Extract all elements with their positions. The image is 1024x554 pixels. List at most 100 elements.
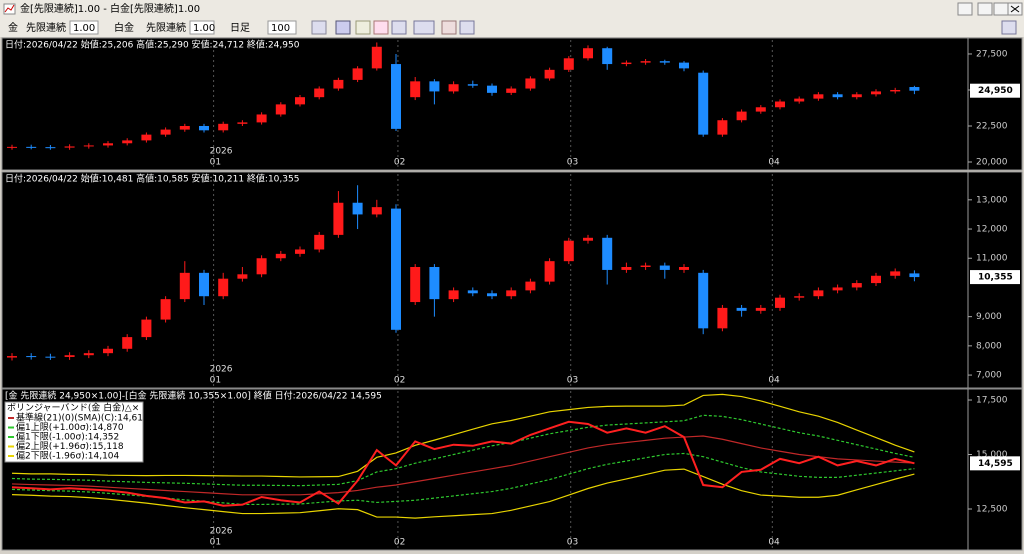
candle-body	[256, 114, 267, 123]
legend-title: ボリンジャーバンド(金 白金)△×	[7, 402, 139, 414]
line-tool[interactable]	[391, 20, 407, 35]
delete-tool[interactable]	[441, 20, 457, 35]
candle-body	[506, 88, 517, 93]
month-label: 01	[210, 376, 221, 386]
candle-body	[160, 129, 171, 135]
candle-body	[218, 278, 229, 297]
indicator-tool[interactable]	[413, 20, 435, 35]
title-bar	[0, 0, 1024, 18]
candle-body	[429, 81, 440, 92]
hand-tool[interactable]	[355, 20, 371, 35]
candle-body	[621, 62, 632, 65]
candle-body	[717, 307, 728, 329]
candle-body	[64, 146, 75, 148]
candle-body	[851, 283, 862, 288]
candle-body	[122, 337, 133, 349]
count-input[interactable]	[267, 20, 297, 35]
month-label: 03	[567, 376, 578, 386]
minimize-button[interactable]	[977, 2, 993, 16]
candle-body	[314, 88, 325, 98]
candle-body	[467, 84, 478, 86]
candle-body	[583, 237, 593, 241]
candle-body	[275, 253, 286, 259]
candle-body	[448, 290, 459, 300]
candle-body	[237, 274, 248, 279]
candle-body	[602, 48, 613, 65]
toolbar	[0, 18, 1024, 37]
y-tick-label: 12,000	[976, 225, 1008, 235]
mult-2-input[interactable]	[189, 20, 215, 35]
y-tick-label: 8,000	[976, 341, 1002, 351]
restore-button[interactable]	[957, 2, 973, 16]
month-label: 02	[394, 538, 405, 548]
candle-body	[525, 78, 536, 89]
candle-body	[7, 146, 17, 148]
candle-body	[640, 265, 651, 268]
contract-1[interactable]: 先限連続	[26, 21, 66, 34]
symbol-2[interactable]: 白金	[114, 21, 134, 34]
last-price-box	[970, 83, 1020, 98]
cursor-tool[interactable]	[335, 20, 351, 35]
mult-1-input[interactable]	[69, 20, 99, 35]
pane-background	[1, 388, 1023, 551]
candle-body	[352, 202, 363, 215]
candle-body	[794, 98, 805, 102]
month-label: 04	[768, 158, 780, 168]
candle-body	[890, 89, 901, 92]
period[interactable]: 日足	[230, 22, 250, 34]
candle-body	[218, 123, 229, 131]
legend-box	[4, 401, 144, 463]
pen-tool[interactable]	[373, 20, 389, 35]
y-tick-label: 11,000	[976, 254, 1008, 264]
candle-body	[83, 353, 94, 356]
candle-body	[429, 267, 440, 300]
month-label: 03	[567, 158, 578, 168]
candle-body	[256, 258, 267, 275]
candle-body	[103, 348, 113, 354]
candle-body	[544, 69, 555, 79]
candle-body	[909, 87, 920, 91]
candle-body	[64, 355, 75, 357]
candle-body	[794, 296, 805, 298]
candle-body	[813, 94, 824, 99]
y-tick-label: 15,000	[976, 450, 1008, 460]
settings-tool[interactable]	[1001, 20, 1017, 35]
candle-body	[141, 319, 152, 338]
refresh-tool[interactable]	[459, 20, 475, 35]
candle-body	[698, 272, 709, 329]
candle-body	[487, 85, 497, 93]
candle-body	[333, 79, 344, 89]
candle-body	[199, 125, 209, 131]
candle-body	[141, 134, 152, 141]
maximize-button[interactable]	[993, 2, 1009, 16]
pane-background	[1, 37, 1023, 171]
candle-body	[659, 61, 670, 63]
candle-body	[621, 267, 632, 270]
candle-body	[602, 237, 613, 270]
legend-entry: 偏1下限(-1.00σ):14,352	[16, 431, 119, 443]
mult-1[interactable]: 1.00	[73, 23, 95, 34]
candle-body	[487, 293, 497, 297]
candle-body	[755, 107, 766, 112]
candle-body	[237, 122, 248, 124]
candle-body	[909, 273, 920, 278]
tool-icon[interactable]	[311, 20, 327, 35]
y-tick-label: 17,500	[976, 396, 1008, 406]
candle-body	[333, 202, 344, 235]
count[interactable]: 100	[271, 23, 290, 34]
mult-2[interactable]: 1.00	[193, 23, 215, 34]
contract-2[interactable]: 先限連続	[146, 21, 186, 34]
candle-body	[371, 46, 382, 69]
y-tick-label: 27,500	[976, 49, 1008, 59]
month-label: 04	[768, 376, 780, 386]
candle-body	[506, 290, 517, 297]
window-title: 金[先限連続]1.00 - 白金[先限連続]1.00	[20, 2, 200, 15]
year-label: 2026	[210, 147, 233, 157]
symbol-1[interactable]: 金	[8, 21, 18, 34]
candle-body	[83, 145, 94, 147]
last-price-box	[970, 456, 1020, 471]
candle-body	[544, 261, 555, 282]
candle-body	[295, 249, 305, 254]
candle-body	[679, 62, 689, 69]
